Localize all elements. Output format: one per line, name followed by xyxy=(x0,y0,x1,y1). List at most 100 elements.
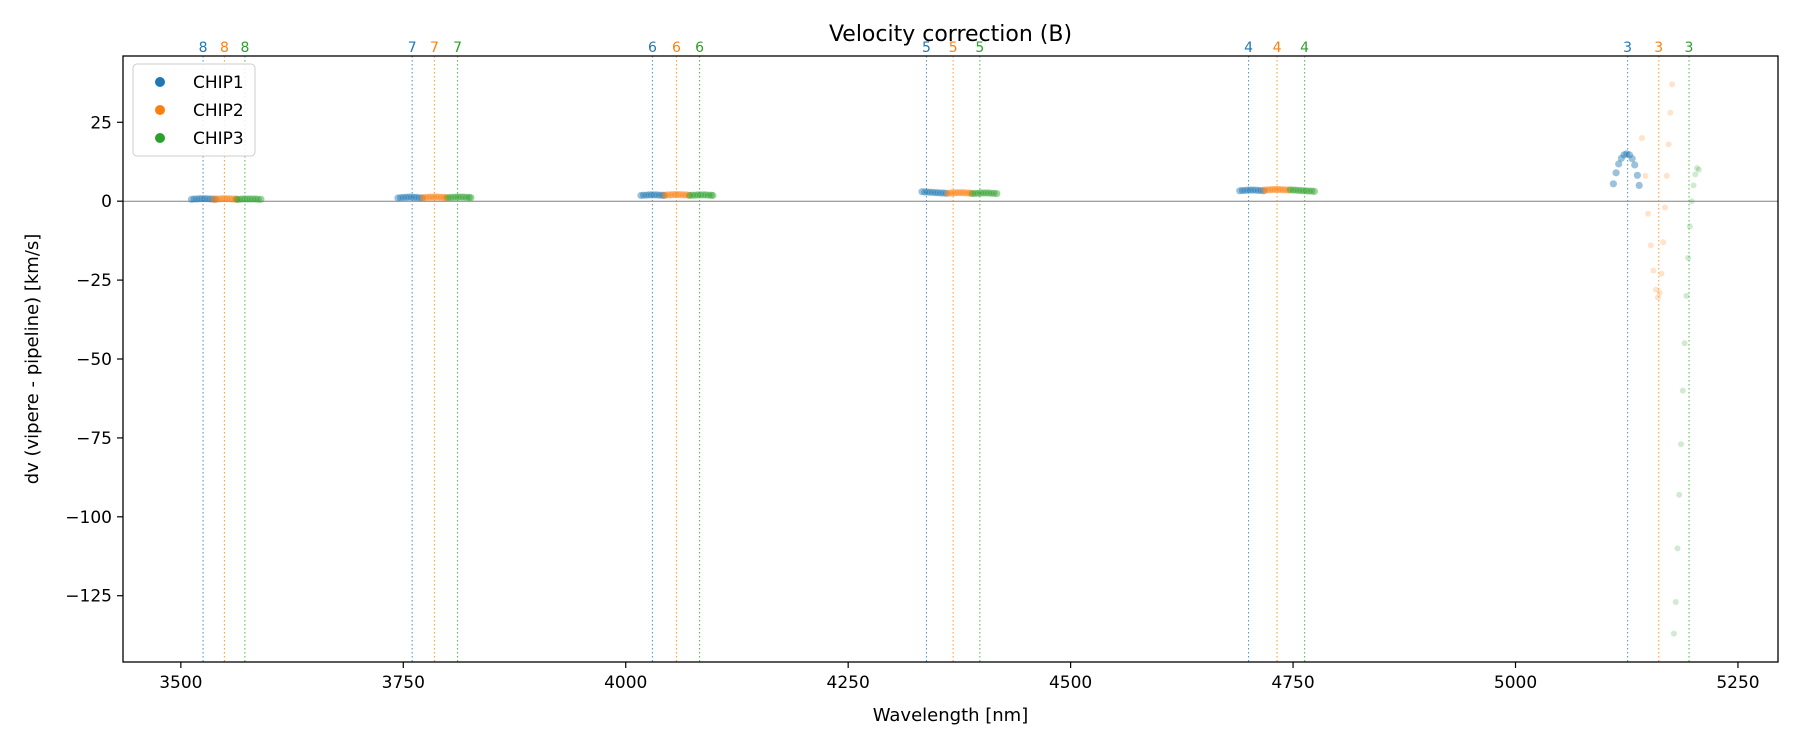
data-point-chip1-order-3 xyxy=(1609,180,1617,188)
order-label-chip1-7: 7 xyxy=(408,40,417,56)
data-point-chip3-order-8 xyxy=(246,195,254,203)
data-point-chip3-order-4 xyxy=(1297,186,1305,195)
legend-marker-chip1 xyxy=(155,77,165,87)
data-point-chip3-order-4 xyxy=(1294,186,1302,195)
data-point-chip2-order-4 xyxy=(1282,186,1290,194)
data-point-chip3-order-5 xyxy=(977,189,985,197)
y-tick-label: 25 xyxy=(90,113,112,133)
data-point-chip2-order-6 xyxy=(682,191,690,199)
data-point-chip3-order-4 xyxy=(1286,186,1294,194)
data-point-chip2-order-4 xyxy=(1271,185,1279,194)
x-tick-label: 3750 xyxy=(382,673,425,693)
data-point-chip1-order-5 xyxy=(929,188,937,196)
order-label-chip2-7: 7 xyxy=(430,40,439,56)
data-point-chip3-order-6 xyxy=(699,191,707,199)
legend-marker-chip2 xyxy=(155,105,165,115)
order-label-chip1-8: 8 xyxy=(199,40,208,56)
data-point-chip2-order-8 xyxy=(233,195,241,203)
data-point-chip2-order-4 xyxy=(1274,185,1282,194)
legend-label-chip2: CHIP2 xyxy=(193,101,244,121)
data-point-chip1-order-8 xyxy=(209,195,217,203)
data-point-chip1-order-3 xyxy=(1631,161,1639,169)
data-point-chip2-order-3 xyxy=(1656,289,1663,296)
data-point-chip3-order-3 xyxy=(1692,171,1699,178)
data-point-chip2-order-8 xyxy=(218,195,226,203)
data-point-chip3-order-3 xyxy=(1674,545,1681,552)
data-point-chip1-order-8 xyxy=(201,195,209,203)
legend-box xyxy=(132,63,256,157)
data-point-chip3-order-6 xyxy=(709,191,717,200)
x-tick-label: 5000 xyxy=(1494,673,1537,693)
data-point-chip2-order-3 xyxy=(1654,294,1661,301)
data-point-chip1-order-8 xyxy=(206,195,214,203)
data-point-chip1-order-6 xyxy=(637,191,645,200)
order-label-chip3-3: 3 xyxy=(1685,40,1694,56)
data-point-chip1-order-4 xyxy=(1236,187,1244,195)
data-point-chip2-order-5 xyxy=(965,189,973,197)
data-point-chip1-order-4 xyxy=(1254,186,1262,195)
legend-marker-chip3 xyxy=(155,133,165,143)
order-label-chip2-5: 5 xyxy=(949,40,958,56)
data-point-chip1-order-6 xyxy=(650,191,658,199)
plot-area xyxy=(123,56,1778,662)
data-point-chip2-order-4 xyxy=(1261,186,1269,194)
data-point-chip2-order-3 xyxy=(1667,109,1674,116)
data-point-chip1-order-8 xyxy=(203,195,212,203)
data-point-chip2-order-6 xyxy=(663,191,672,199)
data-point-chip2-order-5 xyxy=(962,189,971,197)
data-point-chip3-order-5 xyxy=(969,190,977,198)
data-point-chip2-order-7 xyxy=(437,193,446,201)
data-point-chip1-order-3 xyxy=(1617,154,1625,162)
data-point-chip1-order-6 xyxy=(645,191,653,199)
data-point-chip3-order-5 xyxy=(987,189,996,197)
data-point-chip2-order-6 xyxy=(661,191,669,199)
data-point-chip3-order-8 xyxy=(249,195,257,203)
data-point-chip2-order-8 xyxy=(226,195,234,203)
data-point-chip3-order-3 xyxy=(1681,340,1688,347)
data-point-chip1-order-8 xyxy=(193,195,201,203)
data-point-chip1-order-8 xyxy=(187,195,196,203)
y-tick-label: −25 xyxy=(76,271,112,291)
data-point-chip3-order-6 xyxy=(686,191,694,200)
x-axis-label: Wavelength [nm] xyxy=(873,705,1029,726)
data-point-chip2-order-7 xyxy=(419,194,427,202)
x-tick-label: 3500 xyxy=(159,673,202,693)
legend-label-chip3: CHIP3 xyxy=(193,129,244,149)
data-point-chip1-order-8 xyxy=(195,195,204,203)
data-point-chip2-order-3 xyxy=(1638,135,1645,142)
data-point-chip1-order-4 xyxy=(1260,187,1268,195)
data-point-chip3-order-4 xyxy=(1292,186,1300,194)
y-axis-label: dv (vipere - pipeline) [km/s] xyxy=(22,234,43,485)
data-point-chip1-order-4 xyxy=(1257,186,1265,195)
data-point-chip1-order-4 xyxy=(1249,186,1257,194)
data-point-chip3-order-3 xyxy=(1694,165,1700,171)
data-point-chip2-order-5 xyxy=(949,189,957,197)
order-label-chip1-6: 6 xyxy=(648,40,657,56)
data-point-chip3-order-3 xyxy=(1688,198,1695,205)
data-point-chip3-order-8 xyxy=(257,195,265,203)
data-point-chip2-order-5 xyxy=(946,189,955,197)
data-point-chip1-order-4 xyxy=(1246,186,1254,194)
y-tick-label: 0 xyxy=(101,192,112,212)
x-axis-ticks: 3500 3750 4000 4250 4500 4750 5000 5250 xyxy=(159,662,1760,693)
order-label-chip3-4: 4 xyxy=(1300,40,1309,56)
data-point-chip2-order-4 xyxy=(1263,186,1271,194)
data-point-chip1-order-3 xyxy=(1612,169,1620,177)
data-point-chip1-order-5 xyxy=(934,189,942,197)
data-point-chip3-order-4 xyxy=(1305,187,1313,195)
data-point-chip1-order-4 xyxy=(1238,186,1246,195)
data-point-chip3-order-7 xyxy=(457,193,465,201)
data-point-chip3-order-3 xyxy=(1690,182,1697,189)
y-axis-ticks: 25 0 −25 −50 −75 −100 −125 xyxy=(65,113,123,607)
data-point-chip3-order-4 xyxy=(1310,187,1318,195)
order-label-chip2-8: 8 xyxy=(220,40,229,56)
data-point-chip2-order-3 xyxy=(1647,242,1654,249)
data-point-chip1-order-7 xyxy=(418,194,426,202)
data-point-chip3-order-5 xyxy=(979,189,988,197)
chart-title: Velocity correction (B) xyxy=(829,22,1072,47)
data-point-chip3-order-7 xyxy=(446,193,454,201)
data-point-chip3-order-6 xyxy=(696,191,705,199)
data-point-chip1-order-3 xyxy=(1623,150,1631,158)
data-point-chip3-order-8 xyxy=(238,195,246,203)
